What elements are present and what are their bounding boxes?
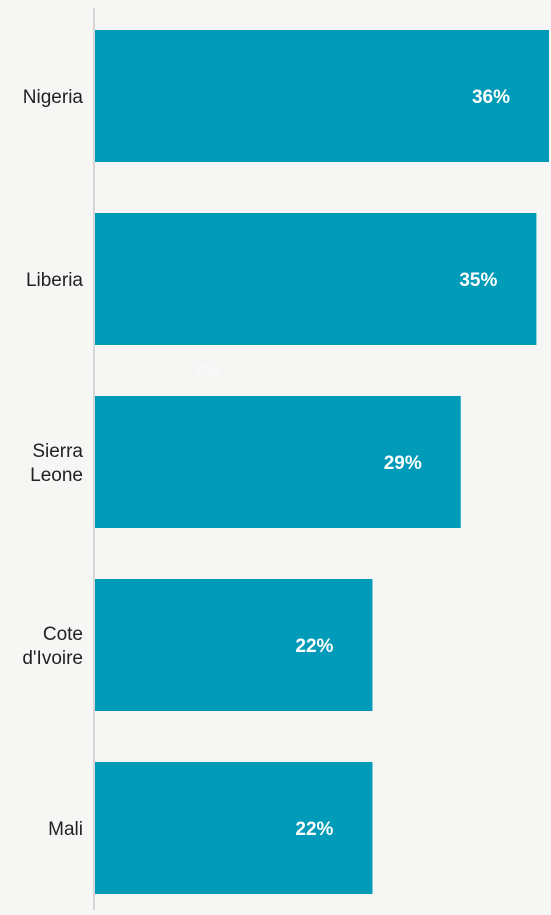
faint-value-label: 2% (195, 361, 220, 380)
category-label-4: Cote d'Ivoire (22, 624, 83, 669)
category-label-5: Mali (48, 819, 83, 840)
category-label-1: Nigeria (23, 87, 84, 108)
bar-2 (95, 213, 537, 345)
value-label-3: 29% (384, 453, 422, 474)
category-label-2: Liberia (26, 270, 83, 291)
value-label-4: 22% (295, 636, 333, 657)
bar-1 (95, 30, 549, 162)
value-label-5: 22% (295, 819, 333, 840)
value-label-1: 36% (472, 87, 510, 108)
bar-5 (95, 762, 373, 894)
value-label-2: 35% (459, 270, 497, 291)
bar-4 (95, 579, 373, 711)
bar-3 (95, 396, 461, 528)
category-label-3: Sierra Leone (30, 441, 83, 486)
